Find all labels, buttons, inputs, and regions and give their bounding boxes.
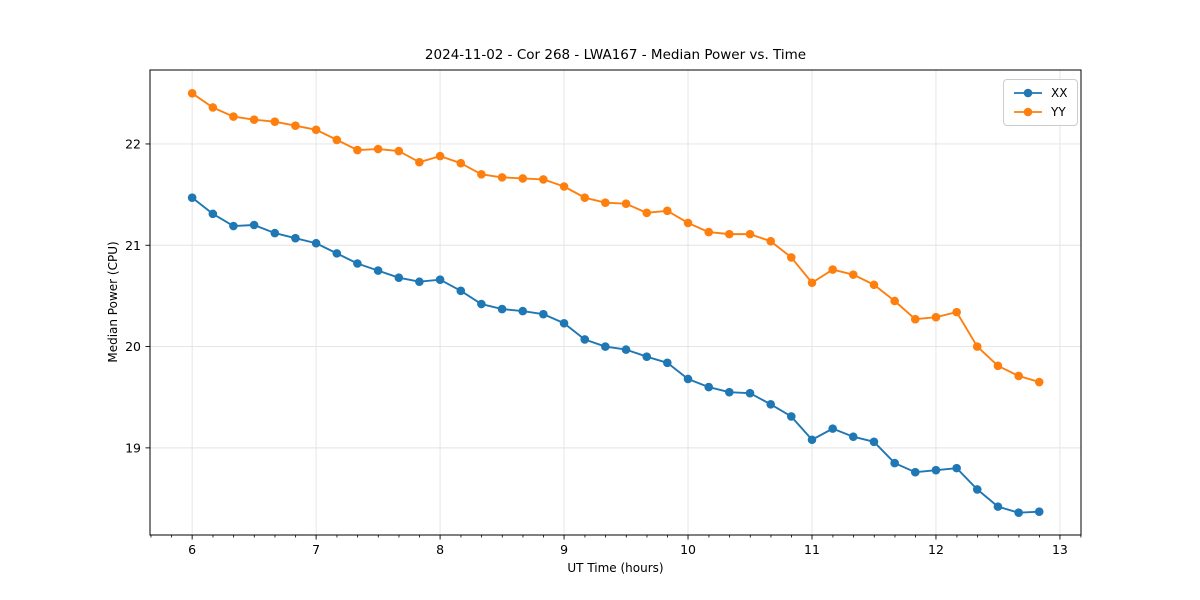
- y-axis-label: Median Power (CPU): [106, 241, 120, 363]
- legend-label: XX: [1051, 86, 1068, 100]
- svg-text:22: 22: [125, 136, 141, 151]
- svg-text:12: 12: [928, 542, 944, 557]
- legend: XX YY: [1003, 79, 1079, 126]
- svg-text:19: 19: [125, 440, 141, 455]
- svg-text:13: 13: [1052, 542, 1068, 557]
- chart-title: 2024-11-02 - Cor 268 - LWA167 - Median P…: [424, 47, 807, 63]
- svg-text:10: 10: [680, 542, 696, 557]
- svg-text:21: 21: [125, 238, 141, 253]
- svg-text:9: 9: [560, 542, 568, 557]
- x-axis-label: UT Time (hours): [567, 561, 664, 575]
- svg-text:6: 6: [188, 542, 196, 557]
- svg-text:8: 8: [436, 542, 444, 557]
- legend-label: YY: [1051, 105, 1066, 119]
- legend-item-yy: YY: [1013, 106, 1067, 118]
- svg-text:7: 7: [312, 542, 320, 557]
- svg-text:11: 11: [804, 542, 820, 557]
- legend-line-marker-icon: [1014, 107, 1042, 117]
- svg-text:20: 20: [125, 339, 141, 354]
- legend-item-xx: XX: [1013, 87, 1067, 99]
- legend-line-marker-icon: [1014, 88, 1042, 98]
